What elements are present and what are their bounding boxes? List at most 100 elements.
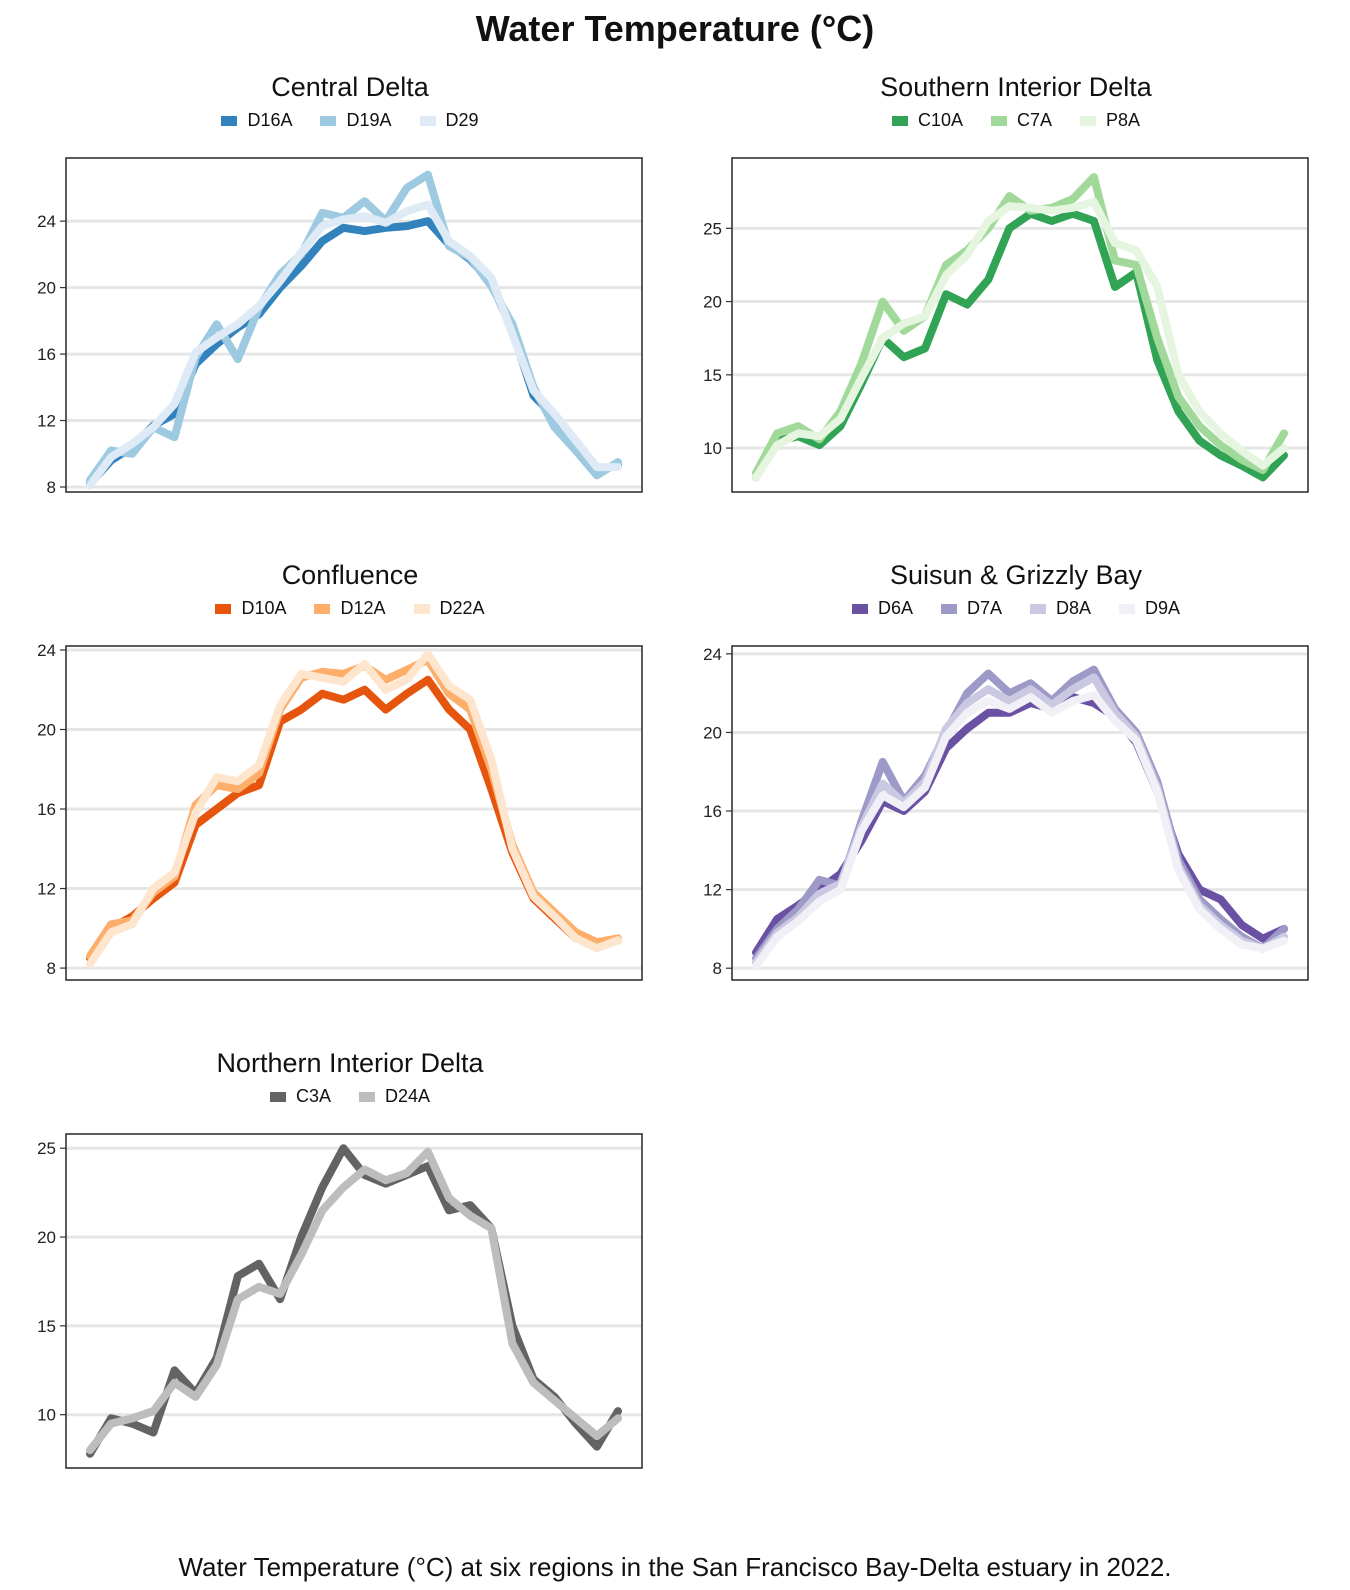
legend: D10A D12A D22A bbox=[30, 598, 670, 619]
legend-label: D8A bbox=[1056, 598, 1092, 618]
legend-label: D12A bbox=[340, 598, 386, 618]
legend-label: D29 bbox=[445, 110, 479, 130]
y-tick-label: 24 bbox=[37, 641, 56, 660]
legend-swatch bbox=[851, 603, 868, 614]
y-tick-label: 20 bbox=[703, 293, 722, 312]
y-tick-label: 25 bbox=[703, 219, 722, 238]
series-line-d24a bbox=[86, 1147, 622, 1455]
y-tick-label: 20 bbox=[703, 723, 722, 742]
legend-item-p8a: P8A bbox=[1080, 110, 1140, 131]
y-tick-label: 20 bbox=[37, 279, 56, 298]
series-line-d22a bbox=[86, 650, 622, 969]
y-tick-label: 12 bbox=[37, 880, 56, 899]
legend-swatch bbox=[940, 603, 957, 614]
legend-label: C10A bbox=[917, 110, 963, 130]
legend: C3A D24A bbox=[30, 1086, 670, 1107]
legend-swatch bbox=[221, 115, 238, 126]
y-tick-label: 8 bbox=[713, 959, 722, 978]
legend-label: D19A bbox=[346, 110, 392, 130]
y-tick-label: 25 bbox=[37, 1139, 56, 1158]
legend-swatch bbox=[320, 115, 337, 126]
legend-label: P8A bbox=[1106, 110, 1141, 130]
series-line-d29 bbox=[86, 200, 622, 490]
panel-confluence: Confluence D10A D12A D22A 8 12 16 20 24 bbox=[30, 560, 670, 1030]
legend-item-d7a: D7A bbox=[940, 598, 1002, 619]
plot-area: 8 12 16 20 24 bbox=[703, 645, 1309, 981]
y-tick-label: 12 bbox=[37, 412, 56, 431]
series-line-c3a bbox=[86, 1144, 622, 1458]
plot-area: 8 12 16 20 24 bbox=[37, 641, 643, 981]
plot-area: 8 12 16 20 24 bbox=[37, 157, 643, 497]
main-title: Water Temperature (°C) bbox=[475, 8, 875, 49]
legend-label: C3A bbox=[295, 1086, 331, 1106]
legend-swatch bbox=[990, 115, 1007, 126]
legend-item-d12a: D12A bbox=[314, 598, 386, 619]
legend-swatch bbox=[358, 1091, 375, 1102]
panel-title: Southern Interior Delta bbox=[880, 72, 1152, 102]
panel-suisun-grizzly-bay: Suisun & Grizzly Bay D6A D7A D8A D9A 8 12 16 20 2… bbox=[696, 560, 1336, 1030]
legend-item-c10a: C10A bbox=[891, 110, 963, 131]
legend-item-d16a: D16A bbox=[221, 110, 292, 131]
legend-item-d22a: D22A bbox=[413, 598, 485, 619]
legend: D16A D19A D29 bbox=[30, 110, 670, 131]
legend-item-d29: D29 bbox=[419, 110, 479, 131]
panel-northern-interior-delta: Northern Interior Delta C3A D24A 10 15 20 25 bbox=[30, 1048, 670, 1518]
series-line-c10a bbox=[752, 209, 1288, 482]
panel-title: Suisun & Grizzly Bay bbox=[889, 560, 1143, 590]
y-tick-label: 16 bbox=[37, 800, 56, 819]
plot-frame bbox=[731, 157, 1309, 493]
legend-label: D9A bbox=[1145, 598, 1181, 618]
plot-area: 10 15 20 25 bbox=[703, 157, 1309, 493]
series-line-p8a bbox=[752, 197, 1288, 482]
legend-label: D22A bbox=[439, 598, 485, 618]
legend-label: D7A bbox=[966, 598, 1002, 618]
panel-central-delta: Central Delta D16A D19A D29 8 12 16 20 24 bbox=[30, 72, 670, 542]
legend-label: D24A bbox=[384, 1086, 431, 1106]
y-tick-label: 15 bbox=[37, 1317, 56, 1336]
legend-swatch bbox=[215, 603, 232, 614]
legend-item-d19a: D19A bbox=[320, 110, 392, 131]
legend-label: C7A bbox=[1016, 110, 1052, 130]
legend-item-c7a: C7A bbox=[990, 110, 1052, 131]
legend-item-d9a: D9A bbox=[1119, 598, 1180, 619]
y-tick-label: 24 bbox=[703, 645, 722, 664]
legend-swatch bbox=[891, 115, 908, 126]
legend: C10A C7A P8A bbox=[696, 110, 1336, 131]
plot-frame bbox=[65, 1133, 643, 1469]
series-line-d9a bbox=[752, 691, 1288, 971]
plot-frame bbox=[65, 157, 643, 493]
panel-title: Confluence bbox=[281, 560, 419, 590]
legend-item-d8a: D8A bbox=[1030, 598, 1091, 619]
plot-frame bbox=[731, 645, 1309, 981]
legend-item-d24a: D24A bbox=[358, 1086, 431, 1107]
legend-swatch bbox=[413, 603, 430, 614]
legend-swatch bbox=[1080, 115, 1096, 126]
legend-swatch bbox=[419, 115, 436, 126]
panel-southern-interior-delta: Southern Interior Delta C10A C7A P8A 10 15 20 2… bbox=[696, 72, 1336, 542]
plot-area: 10 15 20 25 bbox=[37, 1133, 643, 1469]
legend-item-d6a: D6A bbox=[851, 598, 913, 619]
y-tick-label: 20 bbox=[37, 721, 56, 740]
y-tick-label: 10 bbox=[703, 439, 722, 458]
panel-title: Northern Interior Delta bbox=[216, 1048, 484, 1078]
series-line-d10a bbox=[86, 675, 622, 963]
legend-label: D6A bbox=[877, 598, 913, 618]
legend-swatch bbox=[269, 1091, 286, 1102]
legend-item-c3a: C3A bbox=[269, 1086, 331, 1107]
y-tick-label: 16 bbox=[703, 802, 722, 821]
legend-swatch bbox=[1119, 603, 1136, 614]
plot-frame bbox=[65, 645, 643, 981]
series-line-d16a bbox=[86, 217, 622, 488]
y-tick-label: 8 bbox=[47, 959, 56, 978]
y-tick-label: 8 bbox=[47, 478, 56, 497]
legend: D6A D7A D8A D9A bbox=[696, 598, 1336, 619]
figure-caption: Water Temperature (°C) at six regions in… bbox=[178, 1552, 1172, 1582]
legend-swatch bbox=[314, 603, 331, 614]
y-tick-label: 15 bbox=[703, 366, 722, 385]
legend-label: D16A bbox=[247, 110, 293, 130]
y-tick-label: 20 bbox=[37, 1228, 56, 1247]
panel-title: Central Delta bbox=[271, 72, 429, 102]
y-tick-label: 12 bbox=[703, 881, 722, 900]
legend-item-d10a: D10A bbox=[215, 598, 286, 619]
legend-label: D10A bbox=[241, 598, 287, 618]
